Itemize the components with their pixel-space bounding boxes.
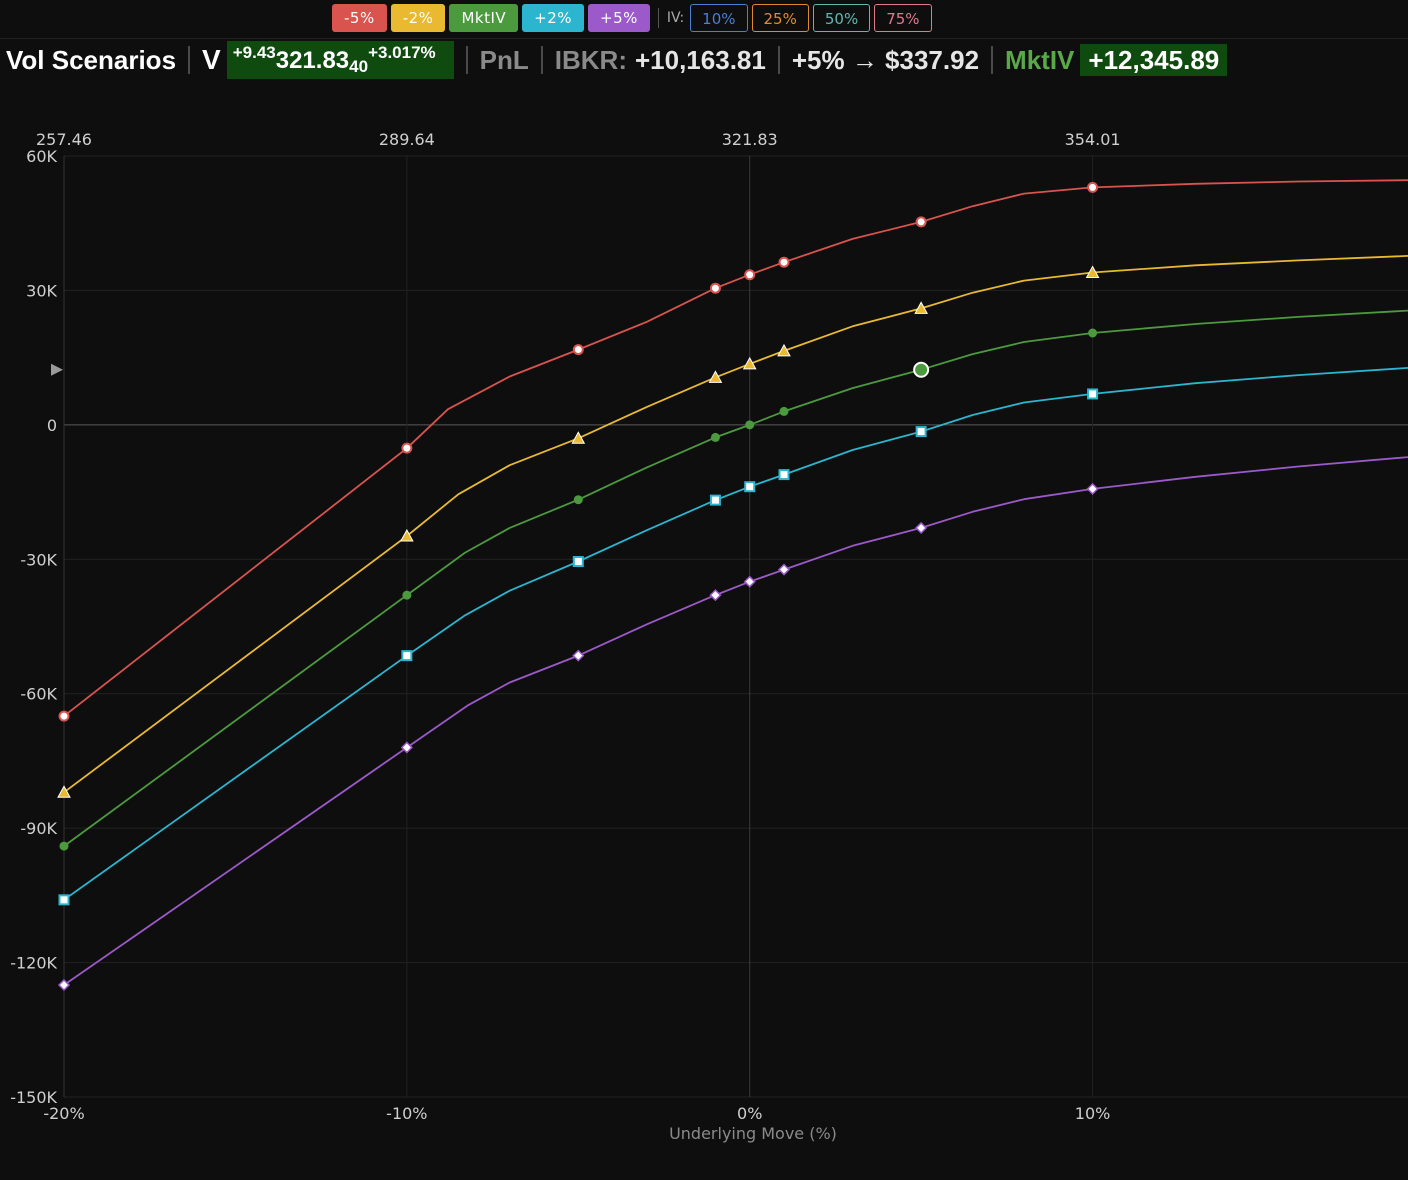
y-tick-label: 0 [47,416,57,435]
legend-divider [657,8,659,28]
price-box: +9.43 321.83 40 +3.017% [226,41,454,79]
iv-button-75[interactable]: 75% [874,4,932,32]
top-tick-label: 289.64 [379,130,435,149]
ibkr-label: IBKR: [554,44,627,75]
marker-+5% [915,521,928,534]
marker--2% [57,785,71,798]
marker--5% [572,344,584,356]
y-tick-label: -60K [20,685,57,704]
marker-MktIV [779,406,789,416]
marker-MktIV [402,590,412,600]
marker-+2% [58,894,70,906]
mktiv-value: +12,345.89 [1080,44,1228,76]
price-change-abs: +9.43 [232,43,276,62]
series-line--5% [63,179,1408,717]
marker--2% [1085,265,1100,279]
pnl-label: PnL [479,44,529,75]
iv-label: IV: [666,10,685,26]
y-tick-label: 60K [26,147,57,166]
legend-button-minus2[interactable]: -2% [390,4,446,32]
marker--5% [778,256,790,268]
marker-+5% [57,978,71,992]
marker-+5% [572,649,585,662]
header-bar: Vol Scenarios V +9.43 321.83 40 +3.017% … [0,38,1408,81]
iv-button-10[interactable]: 10% [690,4,748,32]
iv-button-25[interactable]: 25% [751,4,809,32]
marker-+2% [744,481,756,493]
ticker-symbol: V [202,44,221,75]
ibkr-value: +10,163.81 [634,44,766,75]
series-line-+2% [63,367,1408,901]
marker-+2% [572,556,584,568]
chart-markers [57,181,1100,992]
x-tick-label: -20% [43,1104,84,1123]
marker--2% [400,528,414,542]
series-line--2% [63,255,1408,794]
marker-+5% [400,741,413,754]
header-divider [777,46,780,74]
marker--2% [777,343,791,357]
y-tick-label: -90K [20,819,57,838]
marker-+5% [709,589,722,602]
top-tick-label: 257.46 [36,130,92,149]
chart-series-lines [63,179,1408,986]
page-title: Vol Scenarios [6,44,177,75]
chart-axes: 60K 30K 0 -30K -60K -90K -120K -150K-20% -10% 0% 1… [10,130,1120,1123]
marker-MktIV [710,432,720,442]
header-divider [991,46,994,74]
pnl-chart[interactable]: 60K 30K 0 -30K -60K -90K -120K -150K-20% -10% 0% 1… [0,80,1408,1180]
top-tick-label: 354.01 [1065,130,1121,149]
mktiv-label: MktIV [1005,44,1075,75]
scenario-legend: -5% -2% MktIV +2% +5% IV: 10% 25% 50% 75… [332,3,932,33]
marker--5% [915,216,927,228]
marker--5% [709,282,721,294]
legend-button-minus5[interactable]: -5% [332,4,387,32]
marker-+5% [1086,482,1099,495]
series-line-+5% [63,456,1408,986]
marker--2% [571,431,586,444]
scenario-text: +5% → $337.92 [791,44,980,75]
marker-MktIV [573,495,583,505]
header-divider [188,46,191,74]
marker-+5% [743,575,756,588]
iv-button-50[interactable]: 50% [812,4,871,32]
x-tick-label: -10% [386,1104,427,1123]
legend-button-plus2[interactable]: +2% [522,4,585,32]
y-axis-pointer-icon [51,363,63,376]
y-tick-label: -120K [10,954,57,973]
marker--2% [914,301,928,314]
price-sub: 40 [349,57,369,76]
marker-+2% [401,650,413,662]
marker--5% [401,442,413,454]
header-divider [465,46,468,74]
series-line-MktIV [63,309,1408,847]
chart-grid [63,155,1408,1098]
header-divider [540,46,543,74]
marker--5% [1087,181,1099,193]
marker--5% [58,710,70,722]
marker-+2% [915,426,927,438]
x-tick-label: 10% [1075,1104,1111,1123]
y-tick-label: -30K [20,550,57,569]
marker--2% [742,356,757,370]
x-axis-label: Underlying Move (%) [669,1124,837,1143]
marker-MktIV [745,420,755,430]
marker-+2% [709,494,721,506]
y-tick-label: 30K [26,281,57,300]
marker-+2% [778,469,790,481]
marker--2% [708,370,723,383]
marker-MktIV [1088,328,1098,338]
marker-MktIV [59,841,69,851]
marker--5% [744,269,756,281]
price-change-pct: +3.017% [368,43,436,62]
x-tick-label: 0% [737,1104,762,1123]
legend-button-mktiv[interactable]: MktIV [449,4,519,32]
price-main: 321.83 [275,47,350,74]
current-position-marker [913,361,930,378]
marker-+2% [1087,388,1099,400]
y-tick-label: -150K [10,1088,57,1107]
marker-+5% [777,563,791,576]
top-tick-label: 321.83 [722,130,778,149]
legend-button-plus5[interactable]: +5% [588,4,650,32]
